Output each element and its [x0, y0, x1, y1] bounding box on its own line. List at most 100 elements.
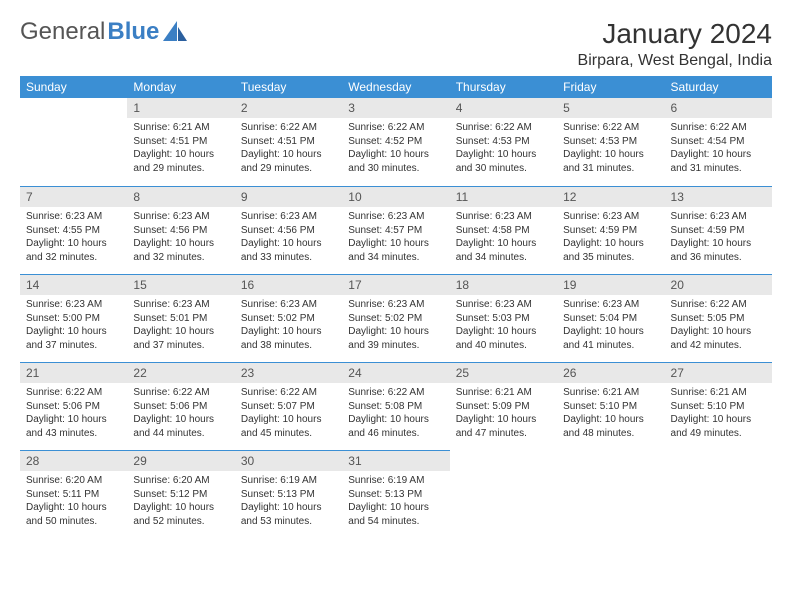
day-number: 4: [450, 98, 557, 118]
daylight-line: Daylight: 10 hours and 38 minutes.: [241, 325, 336, 352]
day-body: Sunrise: 6:22 AMSunset: 4:52 PMDaylight:…: [342, 118, 449, 179]
sunset-line: Sunset: 5:12 PM: [133, 488, 228, 502]
sunrise-line: Sunrise: 6:22 AM: [26, 386, 121, 400]
sunrise-line: Sunrise: 6:21 AM: [456, 386, 551, 400]
sunset-line: Sunset: 4:52 PM: [348, 135, 443, 149]
daylight-line: Daylight: 10 hours and 30 minutes.: [456, 148, 551, 175]
daylight-line: Daylight: 10 hours and 49 minutes.: [671, 413, 766, 440]
calendar-cell: 15Sunrise: 6:23 AMSunset: 5:01 PMDayligh…: [127, 274, 234, 362]
day-body: Sunrise: 6:21 AMSunset: 5:10 PMDaylight:…: [557, 383, 664, 444]
daylight-line: Daylight: 10 hours and 29 minutes.: [133, 148, 228, 175]
sunrise-line: Sunrise: 6:23 AM: [133, 210, 228, 224]
day-number: 11: [450, 186, 557, 207]
day-body: Sunrise: 6:23 AMSunset: 5:04 PMDaylight:…: [557, 295, 664, 356]
sunrise-line: Sunrise: 6:21 AM: [563, 386, 658, 400]
weekday-header: Monday: [127, 76, 234, 98]
daylight-line: Daylight: 10 hours and 32 minutes.: [26, 237, 121, 264]
calendar-cell: 4Sunrise: 6:22 AMSunset: 4:53 PMDaylight…: [450, 98, 557, 186]
day-number: 30: [235, 450, 342, 471]
day-number: 23: [235, 362, 342, 383]
sunrise-line: Sunrise: 6:23 AM: [563, 210, 658, 224]
daylight-line: Daylight: 10 hours and 50 minutes.: [26, 501, 121, 528]
sunset-line: Sunset: 4:55 PM: [26, 224, 121, 238]
day-body: Sunrise: 6:23 AMSunset: 4:56 PMDaylight:…: [127, 207, 234, 268]
calendar-cell: 11Sunrise: 6:23 AMSunset: 4:58 PMDayligh…: [450, 186, 557, 274]
day-number: 10: [342, 186, 449, 207]
day-body: Sunrise: 6:22 AMSunset: 5:07 PMDaylight:…: [235, 383, 342, 444]
day-number: 31: [342, 450, 449, 471]
day-body: Sunrise: 6:22 AMSunset: 5:06 PMDaylight:…: [127, 383, 234, 444]
sunset-line: Sunset: 4:57 PM: [348, 224, 443, 238]
daylight-line: Daylight: 10 hours and 30 minutes.: [348, 148, 443, 175]
title-block: January 2024 Birpara, West Bengal, India: [578, 18, 772, 70]
brand-name-2: Blue: [107, 18, 159, 46]
daylight-line: Daylight: 10 hours and 37 minutes.: [26, 325, 121, 352]
calendar-cell: 13Sunrise: 6:23 AMSunset: 4:59 PMDayligh…: [665, 186, 772, 274]
daylight-line: Daylight: 10 hours and 46 minutes.: [348, 413, 443, 440]
sunrise-line: Sunrise: 6:23 AM: [456, 210, 551, 224]
daylight-line: Daylight: 10 hours and 33 minutes.: [241, 237, 336, 264]
day-number: 3: [342, 98, 449, 118]
daylight-line: Daylight: 10 hours and 41 minutes.: [563, 325, 658, 352]
sunset-line: Sunset: 5:10 PM: [671, 400, 766, 414]
brand-name-1: General: [20, 18, 105, 46]
calendar-cell: 28Sunrise: 6:20 AMSunset: 5:11 PMDayligh…: [20, 450, 127, 538]
day-number: 8: [127, 186, 234, 207]
calendar-cell: 1Sunrise: 6:21 AMSunset: 4:51 PMDaylight…: [127, 98, 234, 186]
calendar-cell: 25Sunrise: 6:21 AMSunset: 5:09 PMDayligh…: [450, 362, 557, 450]
sunset-line: Sunset: 5:02 PM: [241, 312, 336, 326]
calendar-cell: 3Sunrise: 6:22 AMSunset: 4:52 PMDaylight…: [342, 98, 449, 186]
calendar-cell: 29Sunrise: 6:20 AMSunset: 5:12 PMDayligh…: [127, 450, 234, 538]
weekday-header: Friday: [557, 76, 664, 98]
day-body: Sunrise: 6:22 AMSunset: 4:53 PMDaylight:…: [557, 118, 664, 179]
sunrise-line: Sunrise: 6:22 AM: [348, 386, 443, 400]
day-body: Sunrise: 6:21 AMSunset: 5:09 PMDaylight:…: [450, 383, 557, 444]
calendar-cell: 9Sunrise: 6:23 AMSunset: 4:56 PMDaylight…: [235, 186, 342, 274]
sunset-line: Sunset: 4:51 PM: [241, 135, 336, 149]
calendar-cell: 0: [450, 450, 557, 538]
sunset-line: Sunset: 5:02 PM: [348, 312, 443, 326]
sunset-line: Sunset: 5:13 PM: [241, 488, 336, 502]
calendar-cell: 30Sunrise: 6:19 AMSunset: 5:13 PMDayligh…: [235, 450, 342, 538]
calendar-head: SundayMondayTuesdayWednesdayThursdayFrid…: [20, 76, 772, 98]
sunrise-line: Sunrise: 6:22 AM: [671, 298, 766, 312]
day-body: Sunrise: 6:20 AMSunset: 5:12 PMDaylight:…: [127, 471, 234, 532]
sunset-line: Sunset: 4:56 PM: [241, 224, 336, 238]
day-body: Sunrise: 6:21 AMSunset: 5:10 PMDaylight:…: [665, 383, 772, 444]
calendar-cell: 17Sunrise: 6:23 AMSunset: 5:02 PMDayligh…: [342, 274, 449, 362]
sunrise-line: Sunrise: 6:22 AM: [241, 121, 336, 135]
sunrise-line: Sunrise: 6:23 AM: [671, 210, 766, 224]
day-number: 28: [20, 450, 127, 471]
daylight-line: Daylight: 10 hours and 34 minutes.: [348, 237, 443, 264]
sunset-line: Sunset: 5:00 PM: [26, 312, 121, 326]
calendar-cell: 20Sunrise: 6:22 AMSunset: 5:05 PMDayligh…: [665, 274, 772, 362]
sunrise-line: Sunrise: 6:23 AM: [26, 210, 121, 224]
weekday-header: Sunday: [20, 76, 127, 98]
day-number: 19: [557, 274, 664, 295]
calendar-cell: 12Sunrise: 6:23 AMSunset: 4:59 PMDayligh…: [557, 186, 664, 274]
calendar-table: SundayMondayTuesdayWednesdayThursdayFrid…: [20, 76, 772, 538]
weekday-header: Wednesday: [342, 76, 449, 98]
calendar-cell: 24Sunrise: 6:22 AMSunset: 5:08 PMDayligh…: [342, 362, 449, 450]
sunset-line: Sunset: 4:53 PM: [563, 135, 658, 149]
day-body: Sunrise: 6:23 AMSunset: 4:58 PMDaylight:…: [450, 207, 557, 268]
sunset-line: Sunset: 5:11 PM: [26, 488, 121, 502]
day-body: Sunrise: 6:22 AMSunset: 5:05 PMDaylight:…: [665, 295, 772, 356]
sunset-line: Sunset: 5:06 PM: [133, 400, 228, 414]
calendar-cell: 26Sunrise: 6:21 AMSunset: 5:10 PMDayligh…: [557, 362, 664, 450]
sunset-line: Sunset: 4:56 PM: [133, 224, 228, 238]
sunrise-line: Sunrise: 6:23 AM: [241, 210, 336, 224]
sunrise-line: Sunrise: 6:20 AM: [133, 474, 228, 488]
sunrise-line: Sunrise: 6:23 AM: [241, 298, 336, 312]
sunset-line: Sunset: 5:08 PM: [348, 400, 443, 414]
day-body: Sunrise: 6:19 AMSunset: 5:13 PMDaylight:…: [342, 471, 449, 532]
calendar-cell: 27Sunrise: 6:21 AMSunset: 5:10 PMDayligh…: [665, 362, 772, 450]
weekday-header: Tuesday: [235, 76, 342, 98]
sunset-line: Sunset: 5:07 PM: [241, 400, 336, 414]
day-number: 13: [665, 186, 772, 207]
day-number: 5: [557, 98, 664, 118]
daylight-line: Daylight: 10 hours and 36 minutes.: [671, 237, 766, 264]
weekday-header: Thursday: [450, 76, 557, 98]
day-number: 1: [127, 98, 234, 118]
weekday-header: Saturday: [665, 76, 772, 98]
